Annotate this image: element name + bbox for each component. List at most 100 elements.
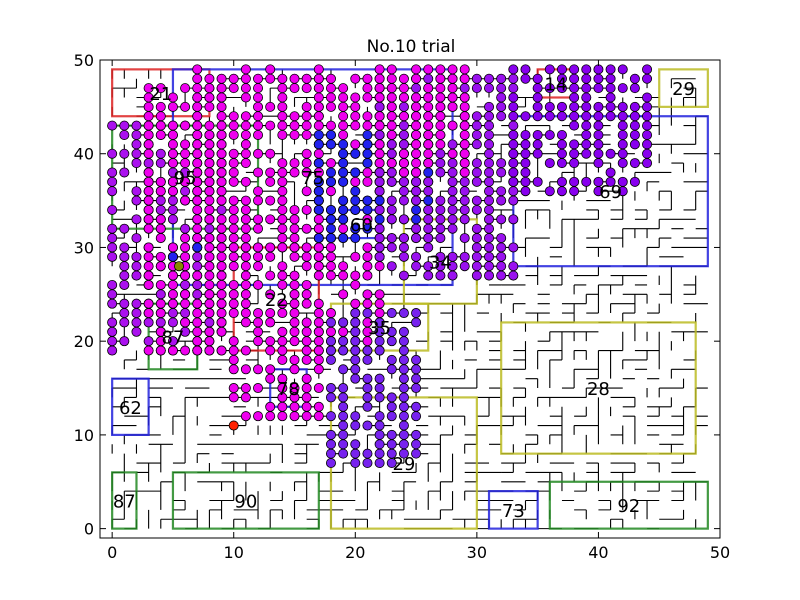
point-870	[398, 392, 409, 403]
point-715	[313, 139, 324, 150]
point-273	[204, 261, 215, 272]
point-394	[253, 167, 264, 178]
point-507	[253, 251, 264, 262]
point-1141	[435, 73, 446, 84]
point-439	[289, 111, 300, 122]
point-659	[350, 139, 361, 150]
point-465	[313, 120, 324, 131]
point-961	[423, 186, 434, 197]
point-330	[204, 242, 215, 253]
point-1088	[374, 158, 385, 169]
point-247	[192, 317, 203, 328]
point-317	[192, 204, 203, 215]
point-851	[374, 317, 385, 328]
point-1109	[398, 111, 409, 122]
point-22	[119, 270, 130, 281]
point-33	[131, 308, 142, 319]
point-1078	[508, 214, 519, 225]
point-936	[398, 101, 409, 112]
point-590	[313, 214, 324, 225]
ytick-label-1: 10	[74, 426, 94, 445]
point-1260	[617, 101, 628, 112]
point-1268	[629, 111, 640, 122]
point-910	[386, 195, 397, 206]
point-420	[277, 176, 288, 187]
point-417	[277, 204, 288, 215]
point-815	[338, 317, 349, 328]
point-427	[277, 92, 288, 103]
point-210	[167, 345, 178, 356]
point-1054	[484, 129, 495, 140]
point-395	[253, 148, 264, 159]
point-556	[301, 373, 312, 384]
point-960	[423, 204, 434, 215]
point-230	[180, 289, 191, 300]
point-1210	[569, 158, 580, 169]
point-409	[265, 120, 276, 131]
point-826	[350, 326, 361, 337]
point-1104	[386, 73, 397, 84]
point-562	[301, 298, 312, 309]
point-970	[423, 73, 434, 84]
point-1046	[484, 204, 495, 215]
point-1117	[411, 129, 422, 140]
point-1192	[544, 129, 555, 140]
point-1067	[496, 186, 507, 197]
point-1142	[435, 64, 446, 75]
point-991	[447, 214, 458, 225]
point-184	[143, 148, 154, 159]
point-811	[338, 383, 349, 394]
point-799	[325, 383, 336, 394]
point-805	[338, 439, 349, 450]
point-1100	[386, 111, 397, 122]
point-1236	[593, 129, 604, 140]
region-label-9: 87	[161, 327, 184, 348]
point-411	[265, 73, 276, 84]
point-1093	[374, 92, 385, 103]
point-746	[362, 139, 373, 150]
label-layer: 21 75 14 29 95 69 60 34 22 87 35 28 62 78 29 87 90 73 92	[113, 74, 695, 521]
point-380	[240, 148, 251, 159]
point-1209	[569, 176, 580, 187]
point-315	[192, 223, 203, 234]
point-1168	[508, 101, 519, 112]
point-384	[240, 111, 251, 122]
point-508	[253, 242, 264, 253]
point-334	[204, 186, 215, 197]
point-239	[180, 148, 191, 159]
point-897	[374, 167, 385, 178]
point-1212	[569, 139, 580, 150]
point-1070	[496, 111, 507, 122]
point-670	[362, 289, 373, 300]
point-942	[411, 195, 422, 206]
point-319	[192, 186, 203, 197]
point-213	[167, 279, 178, 290]
point-1114	[411, 158, 422, 169]
point-934	[398, 120, 409, 131]
point-323	[192, 129, 203, 140]
point-440	[289, 83, 300, 94]
point-363	[228, 176, 239, 187]
point-915	[386, 139, 397, 150]
point-286	[204, 101, 215, 112]
point-519	[265, 251, 276, 262]
region-label-6: 60	[350, 215, 373, 236]
point-472	[228, 383, 239, 394]
point-580	[313, 336, 324, 347]
point-933	[398, 129, 409, 140]
point-671	[362, 270, 373, 281]
point-1026	[471, 233, 482, 244]
special-point-0	[228, 420, 239, 431]
point-506	[253, 261, 264, 272]
point-226	[167, 92, 178, 103]
point-831	[362, 420, 373, 431]
point-200	[155, 233, 166, 244]
point-15	[107, 148, 118, 159]
region-15	[111, 471, 138, 530]
point-243	[180, 83, 191, 94]
point-495	[240, 261, 251, 272]
point-1039	[484, 270, 495, 281]
point-338	[204, 148, 215, 159]
point-1279	[642, 92, 653, 103]
point-181	[143, 186, 154, 197]
